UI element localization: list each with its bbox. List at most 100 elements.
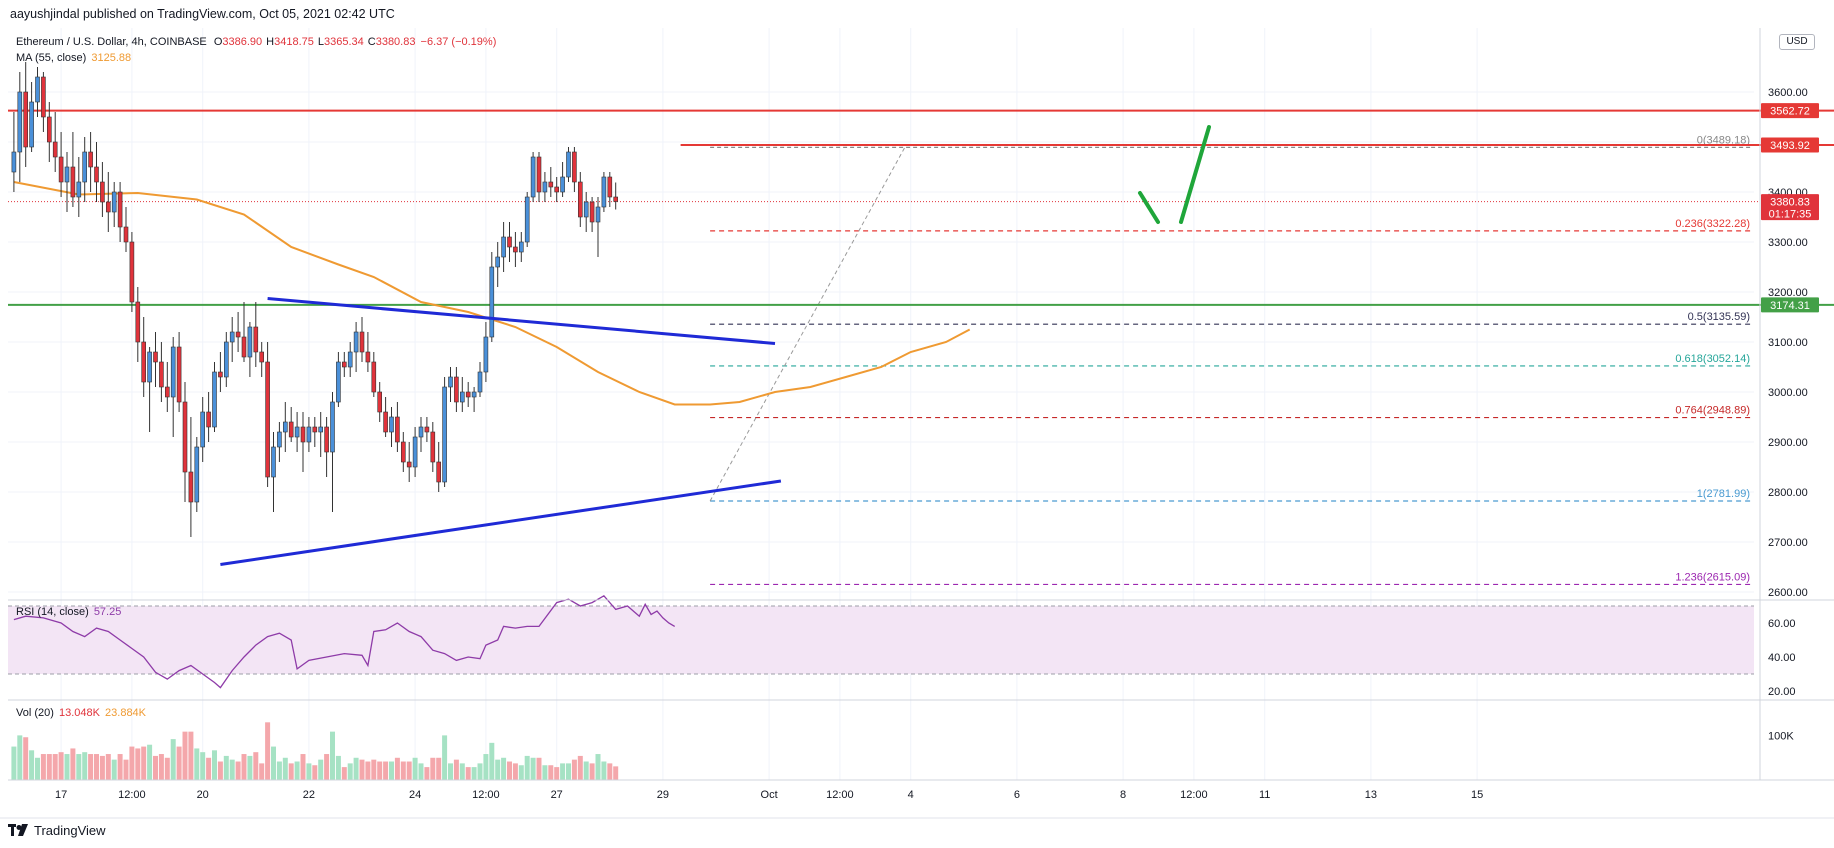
fib-level-label: 0.5(3135.59) [1688,311,1750,323]
candle [94,142,99,202]
candle-body [165,386,170,398]
candle-body [489,266,495,338]
candle-body [542,181,548,193]
candle-body [312,426,318,433]
candle-body [353,331,359,353]
candle-body [224,341,229,378]
fib-level-label: 1.236(2615.09) [1675,571,1750,583]
candle-body [566,151,571,178]
volume-bar [595,754,601,780]
candle-body [436,461,442,483]
candle-body [471,391,477,398]
volume-bar [46,754,52,780]
tradingview-logo-icon [8,824,28,836]
candle-body [88,151,93,168]
candle-body [513,246,518,253]
candle-body [288,421,294,438]
candle [165,362,170,412]
volume-bar [583,761,589,780]
candle [595,197,601,257]
candle-body [194,446,200,503]
support-badge-text: 3174.31 [1770,300,1810,312]
time-tick-label: 4 [908,789,914,801]
rsi-legend: RSI (14, close) 57.25 [16,606,121,618]
candle-body [188,471,194,503]
candle [141,317,146,397]
projection-down-leg [1138,191,1160,224]
candle [513,232,518,267]
price-tick-label: 2600.00 [1768,587,1808,599]
volume-bar [501,757,507,780]
candle-body [501,236,506,258]
volume-bar [300,754,306,780]
time-tick-label: Oct [761,789,778,801]
candle-body [64,166,70,183]
fib-level-label: 0.618(3052.14) [1675,353,1750,365]
candle-body [483,336,489,373]
time-tick-label: 12:00 [118,789,146,801]
candle [88,132,93,192]
candle [306,417,312,452]
candle-body [277,431,282,448]
projection-arrows [1138,125,1211,224]
candle [613,182,619,210]
support-badge-bg [1761,297,1819,313]
candle [607,172,613,207]
volume-bar [29,750,35,780]
ma-value: 3125.88 [91,52,132,64]
volume-bar [406,761,412,780]
time-tick-label: 17 [55,789,67,801]
candle [412,427,418,477]
candle [406,442,412,482]
candle [218,352,223,392]
candle [347,342,353,377]
candle-body [459,391,465,403]
volume-bar [542,765,548,780]
volume-bar [70,748,76,780]
candle [548,167,554,197]
volume-bar [82,752,88,780]
candle [46,102,52,162]
candle [501,222,506,272]
volume-bar [335,755,341,780]
candle-body [330,401,335,453]
last-price-badge-countdown: 01:17:35 [1769,209,1812,221]
candle-body [106,201,111,213]
candle [52,112,58,172]
ohlc-o: O3386.90 [213,36,263,48]
volume-bar [170,739,176,780]
price-tick-label: 2800.00 [1768,487,1808,499]
candle-body [212,371,217,428]
volume-bar [394,757,400,780]
candle-body [182,401,188,473]
candle-body [400,441,406,463]
rsi-line [13,594,676,689]
candle [318,412,324,457]
volume-bar [194,748,200,780]
symbol-legend: Ethereum / U.S. Dollar, 4h, COINBASE O33… [16,36,496,48]
currency-badge[interactable]: USD [1779,34,1815,50]
candle [159,342,164,402]
candle [271,432,276,512]
volume-bar [318,759,324,780]
volume-bar [123,759,129,780]
volume-bar [76,754,82,780]
candle-body [418,426,424,438]
volume-bar [23,737,29,780]
candle-body [100,181,105,203]
candle [560,162,565,197]
tradingview-brand[interactable]: TradingView [8,823,106,838]
brand-name: TradingView [34,823,106,838]
candle-body [554,186,560,193]
candle-body [41,76,46,118]
candle-body [206,411,211,428]
candle [123,207,129,252]
volume-bar [389,761,394,780]
price-tick-label: 2900.00 [1768,437,1808,449]
candle-body [442,386,447,483]
volume-bar [217,761,223,780]
candle-body [23,91,29,148]
rsi-band [8,606,1754,674]
volume-bar [129,746,135,780]
